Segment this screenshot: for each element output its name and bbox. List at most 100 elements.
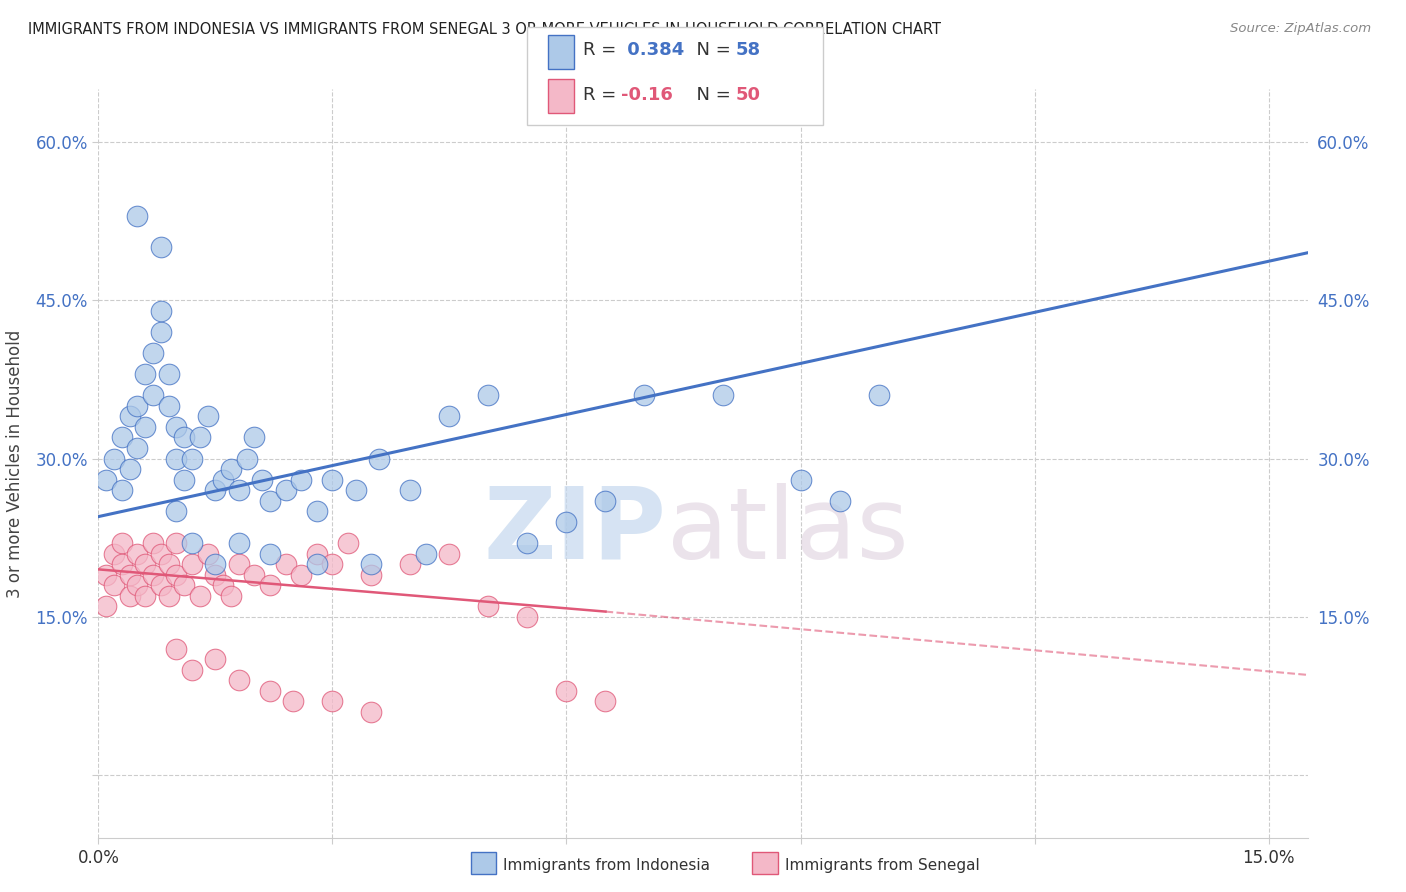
Point (274, 557, 297, 571)
Text: 0.384: 0.384 (621, 41, 685, 59)
Point (127, 399, 149, 413)
Point (165, 641, 187, 656)
Point (118, 409, 141, 424)
Point (173, 473, 195, 487)
Point (360, 567, 382, 582)
Point (399, 557, 422, 571)
Point (828, 493, 851, 508)
Point (103, 547, 125, 561)
Point (149, 303, 172, 318)
Point (243, 567, 266, 582)
Point (228, 483, 250, 498)
Point (259, 578, 281, 592)
Point (165, 420, 187, 434)
Point (165, 451, 187, 466)
Text: Source: ZipAtlas.com: Source: ZipAtlas.com (1230, 22, 1371, 36)
Point (290, 473, 312, 487)
Point (165, 504, 187, 518)
Point (188, 430, 211, 444)
Point (173, 578, 195, 592)
Point (181, 663, 204, 677)
Point (711, 388, 734, 402)
Point (118, 462, 141, 476)
Point (212, 578, 235, 592)
Point (252, 473, 274, 487)
Text: -0.16: -0.16 (621, 86, 673, 103)
Point (127, 578, 149, 592)
Point (219, 589, 242, 603)
Point (157, 367, 180, 381)
Text: R =: R = (583, 41, 623, 59)
Point (212, 473, 235, 487)
Point (188, 589, 211, 603)
Point (118, 589, 141, 603)
Point (127, 441, 149, 455)
Point (142, 567, 165, 582)
Text: N =: N = (685, 41, 737, 59)
Point (142, 388, 165, 402)
Point (165, 567, 187, 582)
Point (157, 557, 180, 571)
Point (228, 673, 250, 688)
Point (555, 683, 578, 698)
Point (96, 567, 118, 582)
Point (321, 473, 343, 487)
Point (197, 547, 219, 561)
Text: R =: R = (583, 86, 623, 103)
Point (633, 388, 655, 402)
Text: atlas: atlas (666, 483, 908, 580)
Text: 58: 58 (735, 41, 761, 59)
Point (96, 599, 118, 614)
Point (305, 504, 328, 518)
Point (477, 599, 499, 614)
Point (134, 589, 156, 603)
Point (134, 367, 156, 381)
Text: Immigrants from Indonesia: Immigrants from Indonesia (503, 858, 710, 872)
Point (103, 451, 125, 466)
Point (142, 346, 165, 360)
Point (399, 483, 422, 498)
Point (259, 547, 281, 561)
Point (283, 694, 305, 708)
Point (516, 610, 538, 624)
Point (197, 409, 219, 424)
Point (96, 473, 118, 487)
Point (111, 430, 134, 444)
Point (149, 325, 172, 339)
Point (142, 536, 165, 550)
Point (274, 483, 297, 498)
Point (134, 420, 156, 434)
Point (595, 694, 617, 708)
Point (337, 536, 360, 550)
Point (204, 567, 226, 582)
Point (360, 557, 382, 571)
Point (204, 483, 226, 498)
Point (477, 388, 499, 402)
Point (219, 462, 242, 476)
Point (149, 578, 172, 592)
Point (149, 240, 172, 254)
Point (111, 536, 134, 550)
Point (111, 557, 134, 571)
Point (321, 557, 343, 571)
Text: IMMIGRANTS FROM INDONESIA VS IMMIGRANTS FROM SENEGAL 3 OR MORE VEHICLES IN HOUSE: IMMIGRANTS FROM INDONESIA VS IMMIGRANTS … (28, 22, 941, 37)
Point (173, 430, 195, 444)
Text: N =: N = (685, 86, 737, 103)
Text: ZIP: ZIP (484, 483, 666, 580)
Point (204, 557, 226, 571)
Point (204, 652, 226, 666)
Point (344, 483, 367, 498)
Point (321, 694, 343, 708)
Point (118, 567, 141, 582)
Point (305, 547, 328, 561)
Y-axis label: 3 or more Vehicles in Household: 3 or more Vehicles in Household (7, 330, 24, 598)
Point (103, 578, 125, 592)
Point (127, 209, 149, 223)
Point (157, 589, 180, 603)
Point (181, 557, 204, 571)
Point (439, 547, 461, 561)
Point (165, 536, 187, 550)
Point (228, 536, 250, 550)
Point (259, 683, 281, 698)
Point (595, 493, 617, 508)
